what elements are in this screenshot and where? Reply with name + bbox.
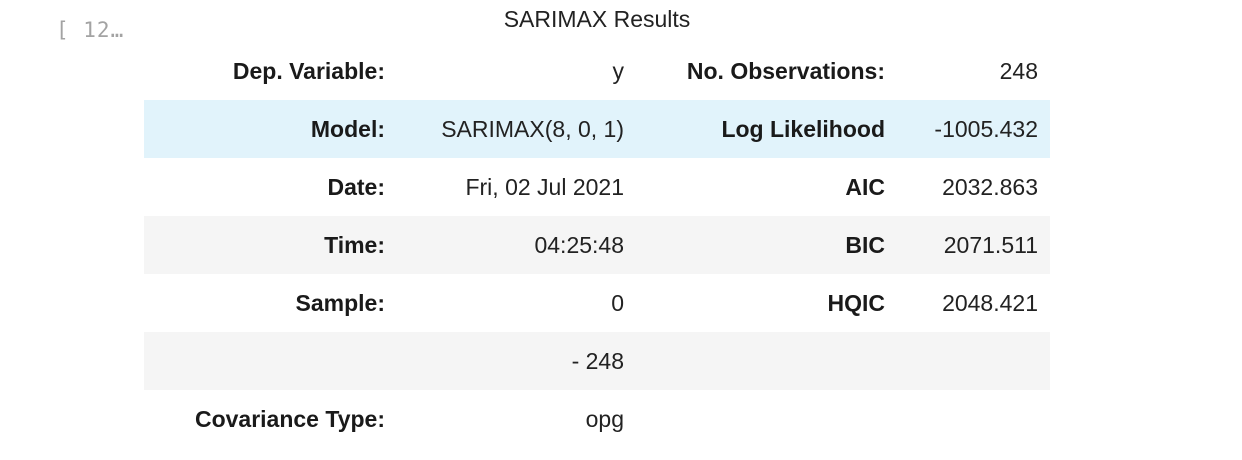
label-covariance-type: Covariance Type:	[194, 405, 385, 432]
label-date: Date:	[327, 173, 385, 200]
value-covariance-type: opg	[585, 405, 624, 432]
execution-count-prompt: [ 12…	[56, 18, 125, 42]
label-no-observations: No. Observations:	[686, 57, 885, 84]
table-row: Time: 04:25:48 BIC 2071.511	[144, 216, 1050, 274]
value-no-observations: 248	[999, 57, 1038, 84]
value-hqic: 2048.421	[942, 289, 1038, 316]
value-log-likelihood: -1005.432	[934, 115, 1038, 142]
table-row: Covariance Type: opg	[144, 390, 1050, 448]
table-row: Sample: 0 HQIC 2048.421	[144, 274, 1050, 332]
value-bic: 2071.511	[943, 231, 1038, 258]
label-dep-variable: Dep. Variable:	[232, 57, 385, 84]
value-date: Fri, 02 Jul 2021	[465, 173, 624, 200]
value-empty	[897, 390, 1050, 448]
label-empty	[144, 332, 397, 390]
table-caption: SARIMAX Results	[503, 6, 691, 32]
label-hqic: HQIC	[827, 289, 886, 316]
label-model: Model:	[310, 115, 385, 142]
table-row: Model: SARIMAX(8, 0, 1) Log Likelihood -…	[144, 100, 1050, 158]
value-sample-start: 0	[611, 289, 624, 316]
label-empty	[636, 390, 897, 448]
value-sample-end: - 248	[571, 347, 624, 374]
label-empty	[636, 332, 897, 390]
table-row: Date: Fri, 02 Jul 2021 AIC 2032.863	[144, 158, 1050, 216]
value-empty	[897, 332, 1050, 390]
value-aic: 2032.863	[942, 173, 1038, 200]
label-time: Time:	[324, 231, 385, 258]
table-row: Dep. Variable: y No. Observations: 248	[144, 42, 1050, 100]
sarimax-results-table: Dep. Variable: y No. Observations: 248 M…	[144, 42, 1050, 448]
label-aic: AIC	[845, 173, 885, 200]
table-row: - 248	[144, 332, 1050, 390]
value-time: 04:25:48	[534, 231, 624, 258]
label-bic: BIC	[845, 231, 885, 258]
label-log-likelihood: Log Likelihood	[721, 115, 885, 142]
label-sample: Sample:	[295, 289, 385, 316]
value-model: SARIMAX(8, 0, 1)	[441, 115, 624, 142]
value-dep-variable: y	[612, 57, 625, 84]
